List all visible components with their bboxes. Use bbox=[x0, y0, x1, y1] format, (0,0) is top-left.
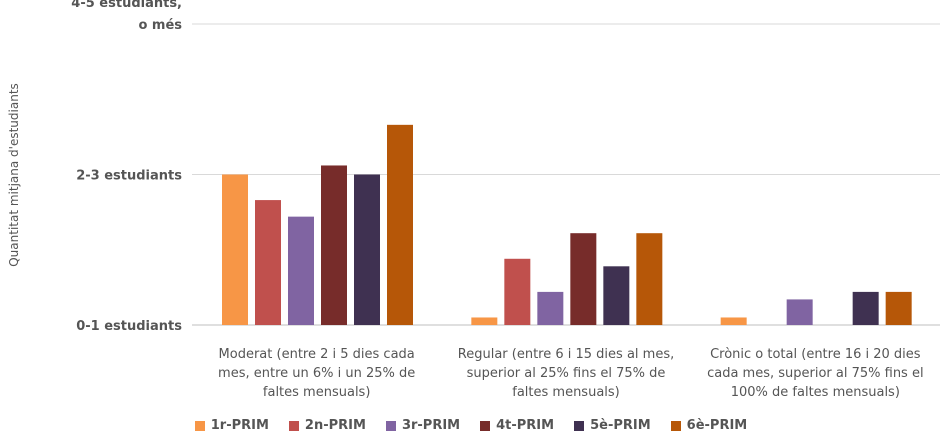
legend-item: 6è-PRIM bbox=[670, 418, 748, 433]
bar-6è-PRIM bbox=[885, 291, 912, 325]
y-tick-label: 2-3 estudiants bbox=[76, 169, 182, 184]
x-category-label: Crònic o total (entre 16 i 20 dies cada m… bbox=[707, 347, 924, 400]
legend-label: 4t-PRIM bbox=[496, 418, 555, 433]
bar-2n-PRIM bbox=[504, 258, 531, 325]
bar-3r-PRIM bbox=[288, 216, 314, 325]
bar-6è-PRIM bbox=[636, 233, 663, 325]
bar-2n-PRIM bbox=[255, 200, 281, 325]
legend-swatch bbox=[480, 420, 491, 431]
y-tick-label: 4-5 estudiants, o més bbox=[71, 0, 182, 33]
legend-swatch bbox=[574, 420, 585, 431]
x-category-label: Regular (entre 6 i 15 dies al mes, superi… bbox=[458, 347, 674, 400]
bar-1r-PRIM bbox=[720, 317, 747, 325]
bar-5è-PRIM bbox=[354, 174, 380, 325]
bar-6è-PRIM bbox=[387, 124, 413, 326]
bar-chart: 0-1 estudiants 2-3 estudiants 4-5 estudian… bbox=[7, 0, 940, 400]
y-tick-label: 0-1 estudiants bbox=[76, 319, 182, 334]
legend-item: 2n-PRIM bbox=[288, 418, 366, 433]
bar-3r-PRIM bbox=[786, 299, 813, 325]
legend-label: 5è-PRIM bbox=[590, 418, 651, 433]
legend-item: 3r-PRIM bbox=[385, 418, 461, 433]
legend-swatch bbox=[670, 420, 681, 431]
legend-swatch bbox=[288, 420, 299, 431]
bar-4t-PRIM bbox=[321, 165, 347, 325]
legend-swatch bbox=[194, 420, 205, 431]
legend-item: 1r-PRIM bbox=[194, 418, 269, 433]
x-category-label: Moderat (entre 2 i 5 dies cada mes, entre… bbox=[218, 347, 415, 400]
bar-1r-PRIM bbox=[222, 174, 248, 325]
bar-5è-PRIM bbox=[603, 266, 630, 325]
y-axis-label: Quantitat mitjana d'estudiants bbox=[7, 83, 21, 267]
legend-item: 4t-PRIM bbox=[480, 418, 554, 433]
legend-label: 1r-PRIM bbox=[210, 418, 269, 433]
legend-label: 6è-PRIM bbox=[686, 418, 748, 433]
legend-item: 5è-PRIM bbox=[574, 418, 651, 433]
bar-1r-PRIM bbox=[471, 317, 498, 325]
chart-legend: 1r-PRIM 2n-PRIM 3r-PRIM 4t-PRIM 5è-PRIM 6è-PR… bbox=[0, 418, 942, 433]
legend-label: 2n-PRIM bbox=[304, 418, 366, 433]
bar-5è-PRIM bbox=[852, 291, 879, 325]
bar-3r-PRIM bbox=[537, 291, 564, 325]
legend-label: 3r-PRIM bbox=[401, 418, 461, 433]
bar-4t-PRIM bbox=[570, 233, 597, 325]
legend-swatch bbox=[385, 420, 396, 431]
